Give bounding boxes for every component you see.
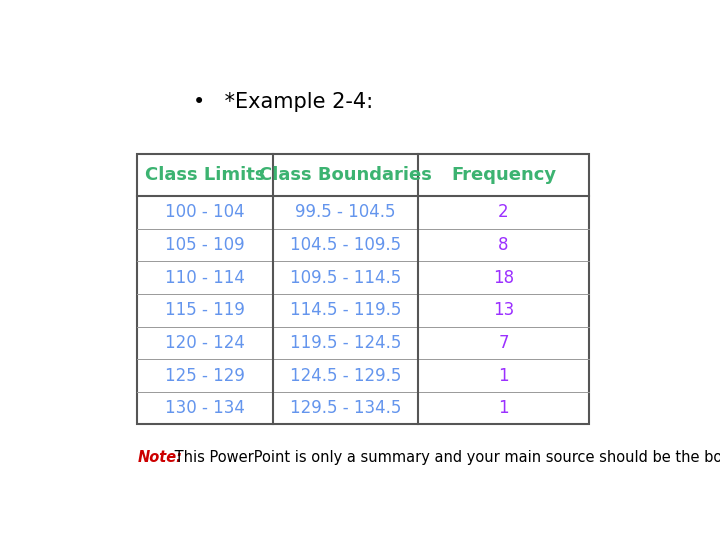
Text: 99.5 - 104.5: 99.5 - 104.5 (295, 204, 395, 221)
Text: 120 - 124: 120 - 124 (166, 334, 246, 352)
Text: 13: 13 (493, 301, 514, 319)
Text: Frequency: Frequency (451, 166, 556, 184)
Text: 110 - 114: 110 - 114 (166, 269, 246, 287)
Text: 2: 2 (498, 204, 509, 221)
Text: *Example 2-4:: *Example 2-4: (218, 92, 374, 112)
Bar (138, 154, 590, 424)
Text: 125 - 129: 125 - 129 (166, 367, 246, 384)
Text: Note:: Note: (138, 450, 182, 465)
Text: Class Boundaries: Class Boundaries (259, 166, 432, 184)
Text: 8: 8 (498, 236, 509, 254)
Text: 104.5 - 109.5: 104.5 - 109.5 (289, 236, 401, 254)
Text: •: • (193, 92, 205, 112)
Text: This PowerPoint is only a summary and your main source should be the book.: This PowerPoint is only a summary and yo… (170, 450, 720, 465)
Text: 114.5 - 119.5: 114.5 - 119.5 (289, 301, 401, 319)
Text: 100 - 104: 100 - 104 (166, 204, 245, 221)
Text: Class Limits: Class Limits (145, 166, 266, 184)
Text: 130 - 134: 130 - 134 (166, 399, 246, 417)
Text: 115 - 119: 115 - 119 (166, 301, 246, 319)
Text: 119.5 - 124.5: 119.5 - 124.5 (289, 334, 401, 352)
Text: 18: 18 (493, 269, 514, 287)
Text: 7: 7 (498, 334, 509, 352)
Text: 1: 1 (498, 367, 509, 384)
Text: 105 - 109: 105 - 109 (166, 236, 245, 254)
Text: 129.5 - 134.5: 129.5 - 134.5 (289, 399, 401, 417)
Text: 1: 1 (498, 399, 509, 417)
Text: 124.5 - 129.5: 124.5 - 129.5 (289, 367, 401, 384)
Text: 109.5 - 114.5: 109.5 - 114.5 (289, 269, 401, 287)
